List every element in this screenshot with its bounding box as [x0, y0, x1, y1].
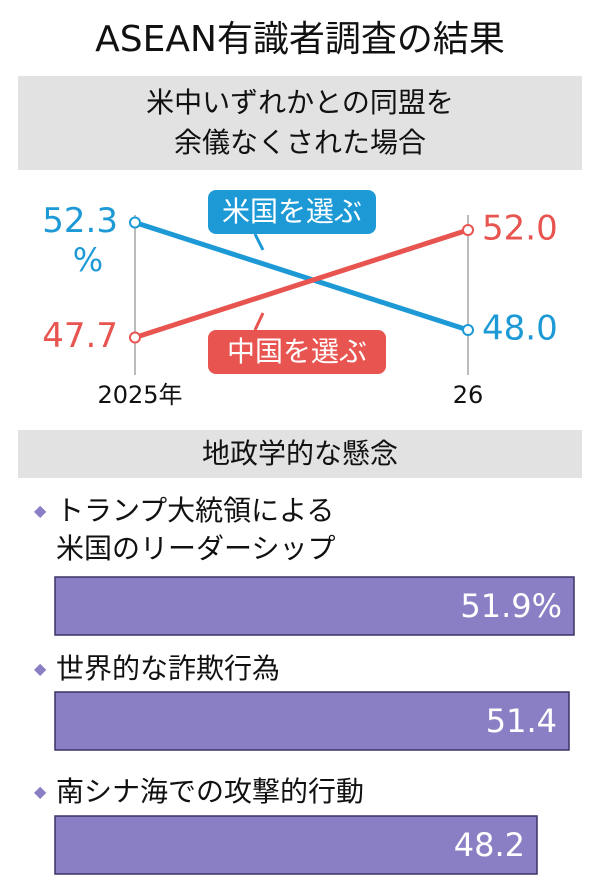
category-text: 世界的な詐欺行為: [56, 652, 281, 685]
bar-chart-title: 地政学的な懸念: [18, 430, 582, 478]
value-label: 52.0: [482, 209, 558, 249]
legend-box: [208, 190, 376, 234]
category-label: 南シナ海での攻撃的行動: [34, 773, 364, 811]
legend-pointer: [253, 233, 265, 251]
category-label: トランプ大統領による 米国のリーダーシップ: [34, 492, 335, 568]
value-label: 51.4: [486, 702, 557, 740]
legend-box: [208, 330, 386, 374]
category-text: 南シナ海での攻撃的行動: [56, 775, 365, 808]
category-text: トランプ大統領による 米国のリーダーシップ: [56, 494, 336, 565]
line-chart-title: 米中いずれかとの同盟を 余儀なくされた場合: [18, 76, 582, 170]
bar: [54, 691, 570, 751]
point: [462, 324, 474, 336]
value-label: 52.3: [42, 201, 118, 241]
title: ASEAN有識者調査の結果: [95, 19, 505, 60]
x-tick-label: 2025年: [97, 381, 182, 409]
point: [129, 216, 141, 229]
legend-pointer: [253, 312, 265, 331]
bar: [54, 815, 538, 875]
unit-label: %: [73, 241, 103, 279]
value-label: 51.9%: [460, 587, 562, 625]
x-tick-label: 26: [453, 381, 484, 409]
value-label: 48.2: [454, 826, 525, 864]
bar: [54, 576, 575, 636]
series-line: [134, 227, 469, 340]
point: [462, 224, 474, 236]
category-label: 世界的な詐欺行為: [34, 650, 280, 688]
series-line: [134, 220, 469, 333]
legend-label: 中国を選ぶ: [227, 335, 367, 368]
value-label: 47.7: [42, 316, 118, 356]
legend-label: 米国を選ぶ: [222, 195, 362, 228]
point: [129, 331, 141, 344]
value-label: 48.0: [482, 309, 558, 349]
